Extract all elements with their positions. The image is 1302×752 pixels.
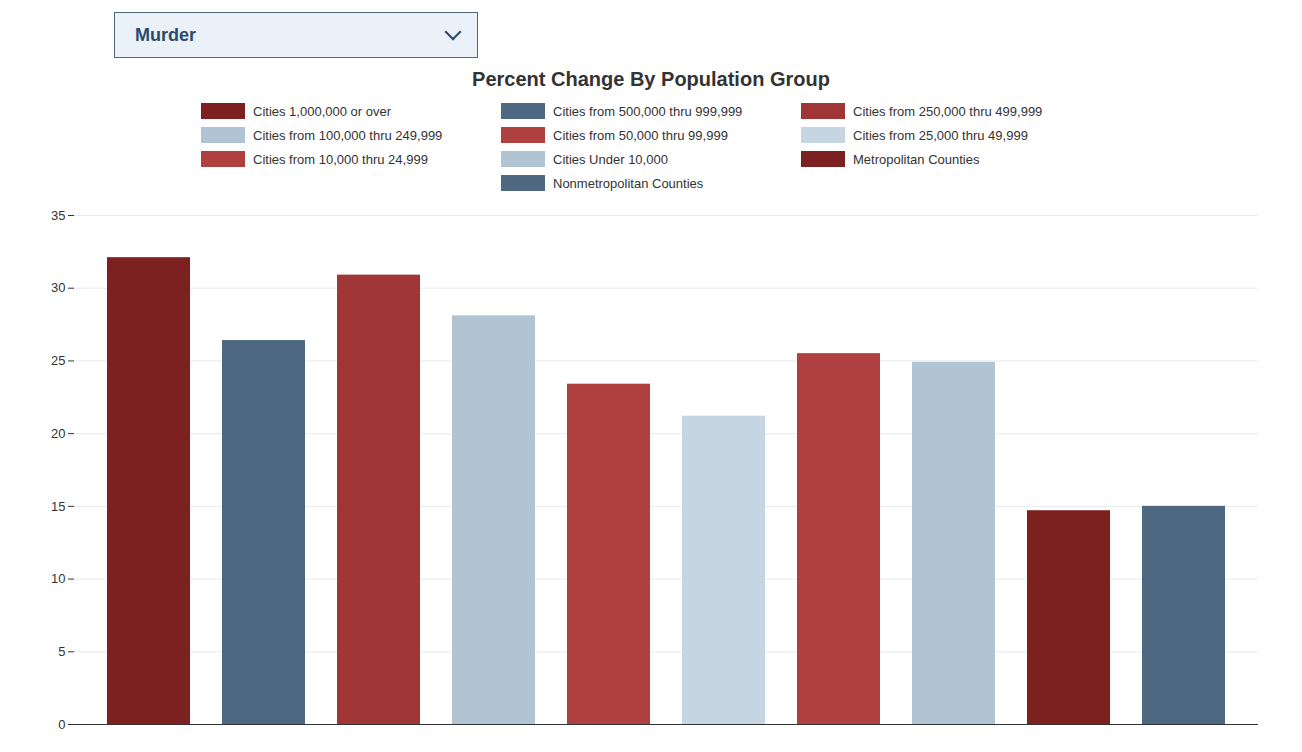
html-text:Percent Change By Population G: Percent Change By Population Group	[472, 68, 830, 90]
svg-text:35: 35	[51, 208, 65, 223]
svg-text:0: 0	[58, 717, 65, 732]
svg-text:25: 25	[51, 353, 65, 368]
html-text:Murder: Murder	[135, 24, 196, 45]
svg-text:15: 15	[51, 499, 65, 514]
html-text:Cities from 500,000 thru 999,9: Cities from 500,000 thru 999,999	[553, 103, 743, 119]
svg-text:20: 20	[51, 426, 65, 441]
html-text:Cities from 25,000 thru 49,999: Cities from 25,000 thru 49,999	[853, 127, 1028, 143]
html-text:Nonmetropolitan Counties: Nonmetropolitan Counties	[553, 175, 704, 191]
html-text:Cities Under 10,000: Cities Under 10,000	[553, 151, 668, 167]
svg-text:10: 10	[51, 571, 65, 586]
html-text:Cities 1,000,000 or over: Cities 1,000,000 or over	[253, 103, 391, 119]
html-text:Cities from 50,000 thru 99,999: Cities from 50,000 thru 99,999	[553, 127, 728, 143]
html-text:Cities from 10,000 thru 24,999: Cities from 10,000 thru 24,999	[253, 151, 428, 167]
html-text:Cities from 250,000 thru 499,9: Cities from 250,000 thru 499,999	[853, 103, 1043, 119]
svg-text:5: 5	[58, 644, 65, 659]
html-text:Cities from 100,000 thru 249,9: Cities from 100,000 thru 249,999	[253, 127, 443, 143]
svg-text:30: 30	[51, 280, 65, 295]
html-text:Metropolitan Counties: Metropolitan Counties	[853, 151, 980, 167]
